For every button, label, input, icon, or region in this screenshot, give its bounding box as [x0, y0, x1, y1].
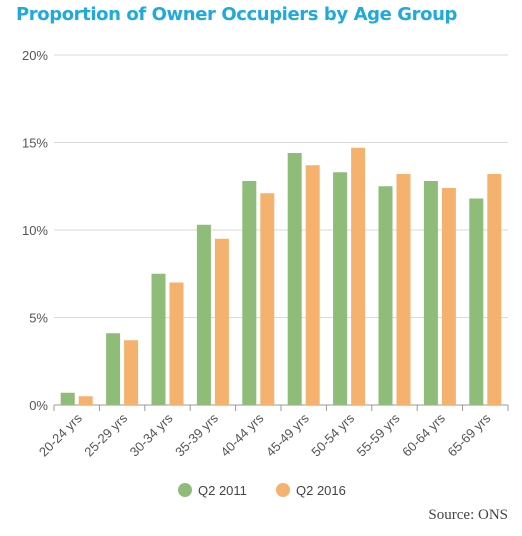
y-tick-label: 15%: [22, 136, 48, 151]
x-tick-label: 60-64 yrs: [399, 410, 448, 459]
x-tick-label: 35-39 yrs: [172, 410, 221, 459]
legend-label: Q2 2016: [296, 483, 346, 498]
x-tick-label: 65-69 yrs: [444, 410, 493, 459]
bar: [441, 188, 456, 405]
bar: [333, 172, 348, 405]
bar: [287, 153, 302, 405]
bar: [242, 181, 257, 405]
y-tick-label: 10%: [22, 223, 48, 238]
x-tick-label: 20-24 yrs: [36, 410, 85, 459]
x-tick-label: 50-54 yrs: [308, 410, 357, 459]
bar: [214, 238, 229, 405]
bar: [305, 165, 320, 405]
bar: [260, 193, 275, 405]
bar: [196, 224, 211, 405]
x-tick-label: 55-59 yrs: [354, 410, 403, 459]
bar: [124, 340, 139, 405]
bar: [169, 282, 184, 405]
bar: [351, 147, 366, 405]
legend-marker: [178, 483, 192, 497]
x-tick-label: 30-34 yrs: [127, 410, 176, 459]
chart-title: Proportion of Owner Occupiers by Age Gro…: [16, 4, 458, 25]
bar: [378, 186, 393, 405]
legend-marker: [276, 483, 290, 497]
x-tick-label: 45-49 yrs: [263, 410, 312, 459]
source-note: Source: ONS: [428, 507, 508, 523]
bar: [60, 392, 75, 405]
x-tick-label: 25-29 yrs: [81, 410, 130, 459]
bar: [396, 174, 411, 405]
bar: [78, 396, 93, 405]
bar: [106, 333, 121, 405]
bar: [151, 273, 166, 405]
bar: [469, 198, 484, 405]
legend-label: Q2 2011: [198, 483, 247, 498]
x-tick-label: 40-44 yrs: [217, 410, 266, 459]
y-tick-label: 0%: [29, 398, 48, 413]
y-tick-label: 20%: [22, 48, 48, 63]
bar: [487, 174, 502, 405]
bar: [423, 181, 438, 405]
y-tick-label: 5%: [29, 311, 48, 326]
